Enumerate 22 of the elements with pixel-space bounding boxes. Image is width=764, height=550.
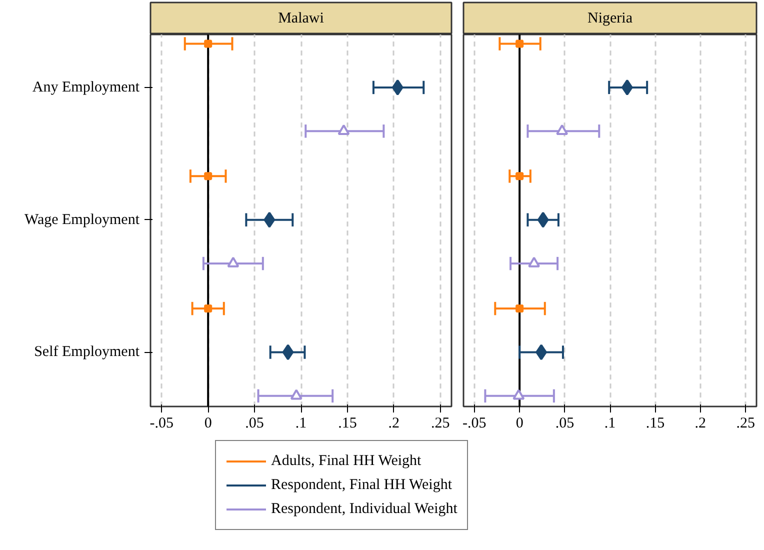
y-tick-label: Self Employment (34, 344, 140, 360)
x-tick-label: .05 (555, 416, 574, 432)
legend-label: Respondent, Individual Weight (271, 500, 458, 518)
legend-label: Respondent, Final HH Weight (271, 476, 452, 494)
chart-title: Malawi (278, 10, 324, 26)
y-tick-label: Any Employment (32, 79, 140, 96)
x-tick-label: .1 (604, 416, 616, 432)
legend-label: Adults, Final HH Weight (271, 452, 422, 470)
x-tick-label: .25 (736, 416, 756, 432)
x-tick-label: .2 (388, 416, 400, 432)
x-tick-label: -.05 (150, 416, 174, 432)
x-tick-label: .15 (338, 416, 357, 432)
x-tick-label: -.05 (462, 416, 486, 432)
x-tick-label: .25 (430, 416, 450, 432)
chart-title: Nigeria (588, 10, 633, 26)
y-tick-label: Wage Employment (24, 212, 140, 228)
x-tick-label: .2 (694, 416, 706, 432)
x-tick-label: .05 (245, 416, 264, 432)
x-tick-label: .15 (646, 416, 665, 432)
x-tick-label: 0 (516, 416, 524, 432)
x-tick-label: 0 (204, 416, 212, 432)
x-tick-label: .1 (295, 416, 307, 432)
